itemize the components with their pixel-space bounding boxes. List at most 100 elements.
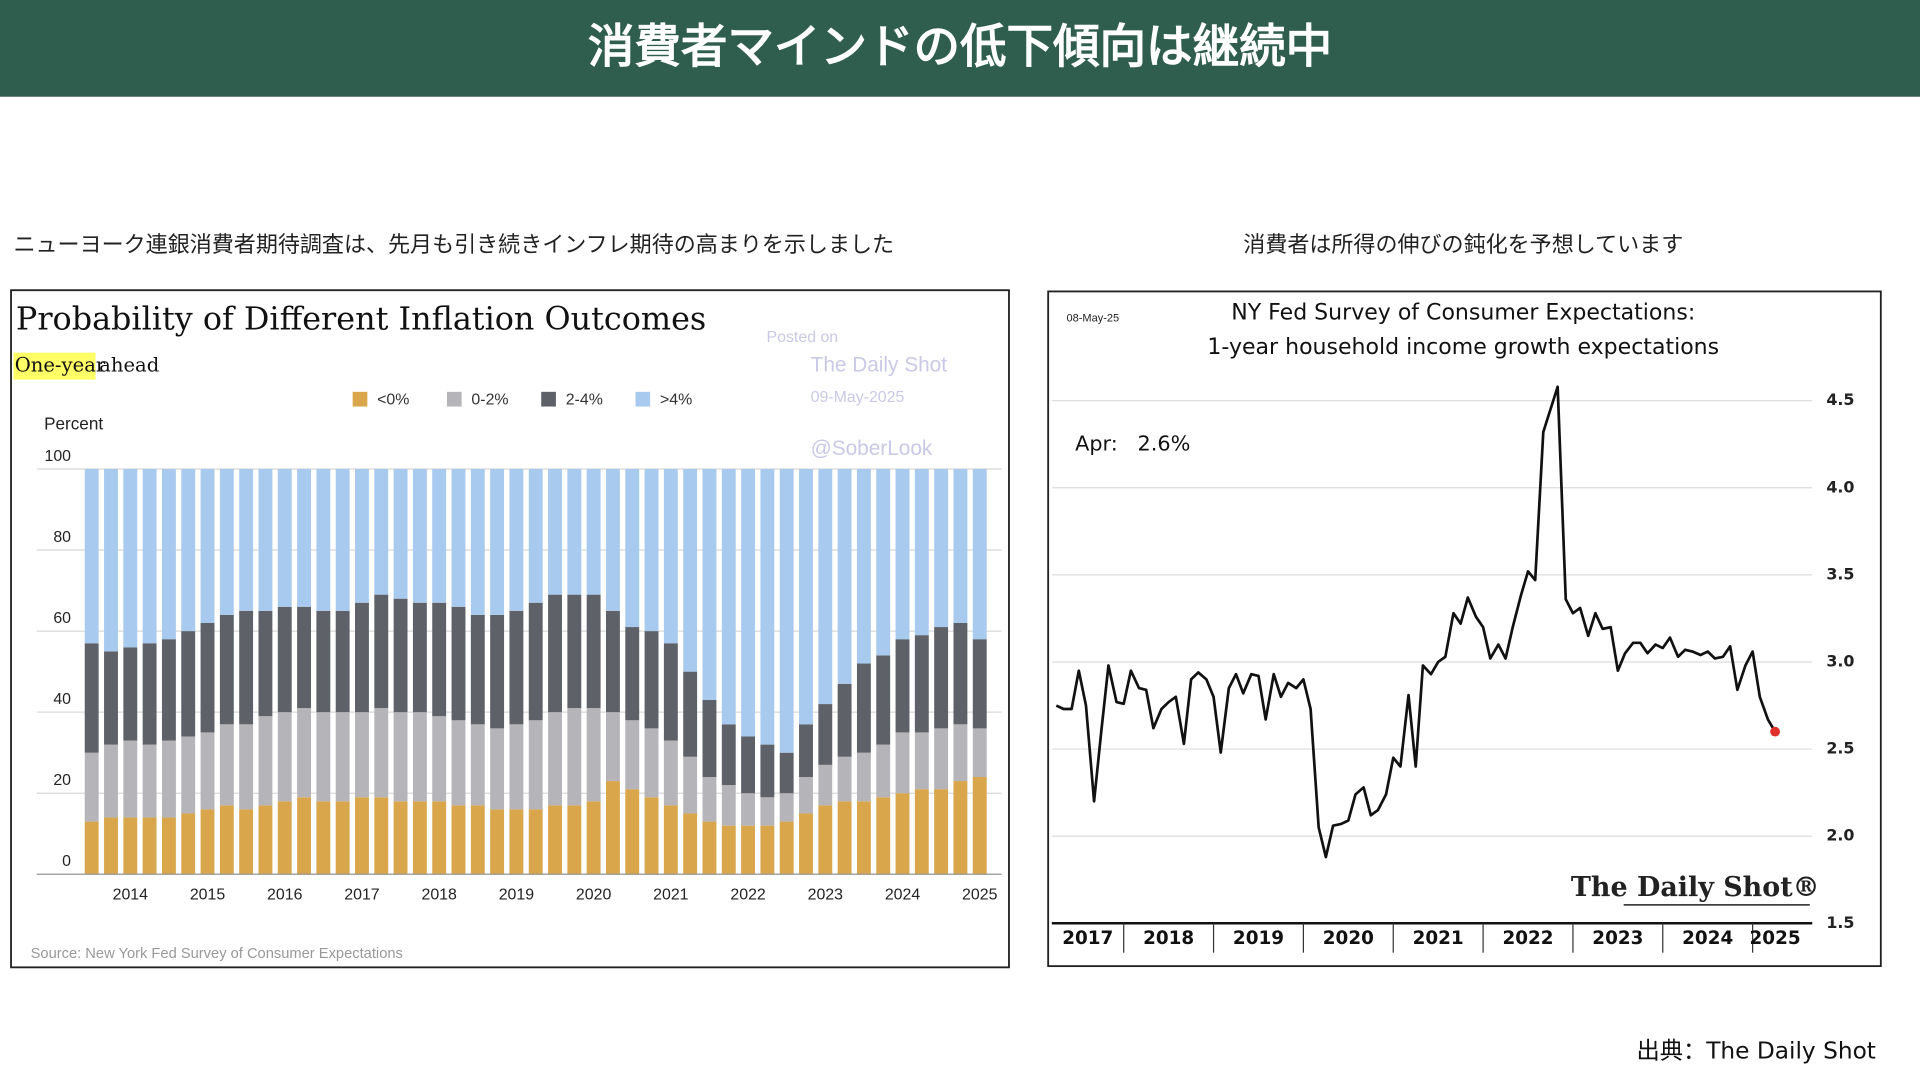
bar-segment [779,821,794,875]
logo: The Daily Shot® [1571,872,1820,903]
bar-segment [605,712,620,782]
bar-segment [953,622,968,725]
bar-segment [528,809,543,875]
bar-segment [799,777,813,814]
bar-segment [644,631,659,729]
bar-segment [432,468,447,603]
x-tick-label: 2022 [730,886,766,903]
bar-segment [412,602,427,713]
y-tick-label: 20 [53,772,71,789]
bar-segment [528,720,543,810]
bar-segment [721,468,736,725]
bar-segment [856,663,871,753]
legend-label: >4% [660,392,692,409]
bar-segment [509,468,524,611]
bar-segment [84,752,99,822]
bar-segment [895,732,910,794]
bar-segment [219,805,234,875]
bar-segment [876,655,891,745]
bar-segment [374,468,389,595]
bar-segment [355,712,369,798]
x-tick-label: 2019 [499,886,535,903]
bar-segment [258,468,273,611]
chart-date: 08-May-25 [1067,312,1120,324]
bar-segment [142,817,157,875]
x-tick-label: 2022 [1502,928,1553,949]
bar-segment [972,468,987,640]
legend-swatch [635,391,651,407]
bar-segment [818,805,833,875]
bar-segment [837,801,852,875]
bar-segment [490,728,505,810]
bar-segment [760,797,775,826]
bar-segment [470,724,485,806]
bar-segment [567,708,582,806]
bar-segment [914,468,929,636]
slide-title: 消費者マインドの低下傾向は継続中 [588,20,1332,74]
bar-segment [219,468,234,615]
x-tick-label: 2016 [267,886,303,903]
x-tick-label: 2025 [962,886,998,903]
bar-segment [914,789,929,875]
chart-title: NY Fed Survey of Consumer Expectations: [1231,300,1695,325]
watermark: @SoberLook [811,437,933,460]
bar-segment [84,821,99,875]
bar-segment [335,801,350,875]
highlight [13,352,96,380]
bar-segment [142,468,157,644]
y-tick-label: 0 [62,853,71,870]
bar-segment [297,797,312,875]
bar-segment [876,468,891,656]
bar-segment [702,468,717,701]
bar-segment [451,720,466,806]
bar-segment [856,468,871,664]
bar-segment [432,801,447,875]
bar-segment [451,606,466,721]
bar-segment [683,756,698,814]
y-tick-label: 60 [53,610,71,627]
last-point [1770,726,1780,737]
bar-segment [741,825,756,875]
bar-segment [779,468,794,753]
x-tick-label: 2024 [1682,928,1733,949]
bar-segment [586,708,601,802]
bar-segment [161,740,176,818]
bar-segment [374,797,389,875]
y-tick-label: 40 [53,691,71,708]
bar-segment [432,602,447,717]
bar-segment [876,797,891,875]
caption: 消費者は所得の伸びの鈍化を予想しています [1243,233,1683,258]
bar-segment [470,614,485,725]
bar-segment [104,651,118,745]
bar-segment [277,801,292,875]
bar-segment [663,805,678,875]
bar-segment [104,817,118,875]
x-tick-label: 2018 [1143,928,1194,949]
x-tick-label: 2014 [113,886,149,903]
bar-segment [567,468,582,595]
bar-segment [393,598,408,713]
bar-segment [277,712,292,802]
bar-segment [200,809,215,875]
bar-segment [818,468,833,705]
bar-segment [644,728,659,798]
bar-segment [856,752,871,802]
bar-segment [625,627,640,721]
x-tick-label: 2025 [1750,928,1801,949]
x-tick-label: 2017 [344,886,380,903]
bar-segment [548,594,562,713]
bar-segment [953,781,968,875]
bar-segment [412,468,427,603]
bar-segment [123,817,138,875]
y-tick-label: 80 [53,529,71,546]
bar-segment [586,594,601,709]
bar-segment [412,712,427,802]
bar-segment [605,781,620,875]
bar-segment [335,610,350,713]
bar-segment [567,594,582,709]
bar-segment [84,643,99,753]
bar-segment [239,809,254,875]
bar-segment [277,606,292,713]
bar-segment [837,683,852,757]
bar-segment [509,724,524,810]
